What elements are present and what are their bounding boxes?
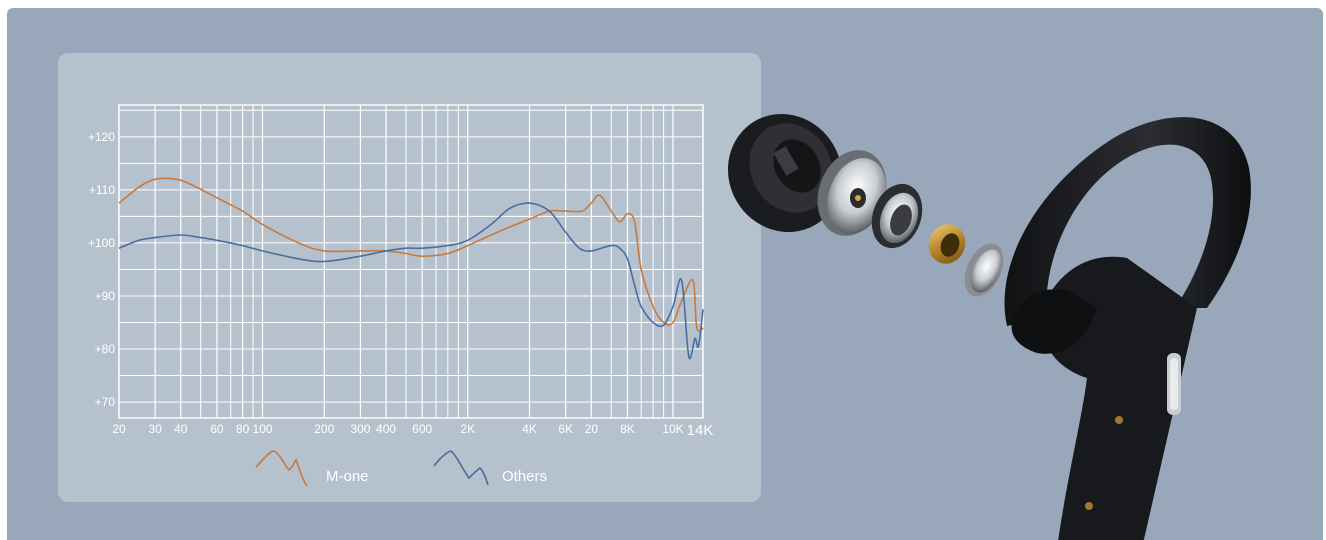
ear-tip-part: [727, 113, 843, 233]
chart-series: [118, 177, 704, 360]
legend-swatch-others: [433, 450, 489, 486]
x-tick-label: 20: [112, 422, 126, 436]
small-disc-part: [964, 243, 1004, 297]
x-tick-label: 600: [412, 422, 432, 436]
x-tick-label: 80: [236, 422, 250, 436]
legend-swatch-m-one: [255, 450, 308, 487]
x-tick-label: 6K: [558, 422, 573, 436]
x-tick-label: 400: [376, 422, 396, 436]
chart-grid: [118, 104, 704, 419]
x-tick-label: 30: [148, 422, 162, 436]
x-tick-label: 20: [585, 422, 599, 436]
series-line-m-one: [118, 177, 704, 332]
x-tick-label: 60: [210, 422, 224, 436]
y-tick-label: +90: [95, 289, 116, 303]
driver-ring-part: [871, 183, 923, 249]
gold-ring-part: [928, 224, 966, 264]
earbud-body: [1004, 117, 1251, 540]
x-tick-label: 14K: [687, 422, 714, 439]
x-tick-label: 10K: [662, 422, 683, 436]
legend-label-others: Others: [502, 468, 547, 485]
series-line-others: [118, 202, 704, 360]
frequency-response-chart: 20 30 40 60 80 100 200 300 400 600 2K 4K 6K 20 8K 10K 14…: [88, 104, 1251, 540]
plot-border: [118, 104, 704, 419]
x-tick-label: 2K: [460, 422, 475, 436]
x-tick-label: 300: [350, 422, 370, 436]
x-tick-label: 200: [314, 422, 334, 436]
chart-legend: M-one Others: [255, 450, 547, 487]
y-tick-label: +120: [88, 130, 115, 144]
y-tick-label: +100: [88, 236, 115, 250]
driver-plate-part: [817, 150, 887, 236]
x-tick-label: 40: [174, 422, 188, 436]
legend-label-m-one: M-one: [326, 468, 369, 485]
y-axis-ticks: +120 +110 +100 +90 +80 +70: [88, 130, 115, 409]
x-tick-label: 4K: [522, 422, 537, 436]
x-axis-ticks: 20 30 40 60 80 100 200 300 400 600 2K 4K 6K 20 8K 10K 14…: [112, 422, 713, 439]
y-tick-label: +70: [95, 395, 116, 409]
earbud-exploded-illustration: [727, 113, 1251, 540]
y-tick-label: +110: [89, 183, 115, 197]
y-tick-label: +80: [95, 342, 116, 356]
x-tick-label: 8K: [620, 422, 635, 436]
x-tick-label: 100: [252, 422, 272, 436]
banner-background: 20 30 40 60 80 100 200 300 400 600 2K 4K 6K 20 8K 10K 14…: [7, 8, 1323, 540]
